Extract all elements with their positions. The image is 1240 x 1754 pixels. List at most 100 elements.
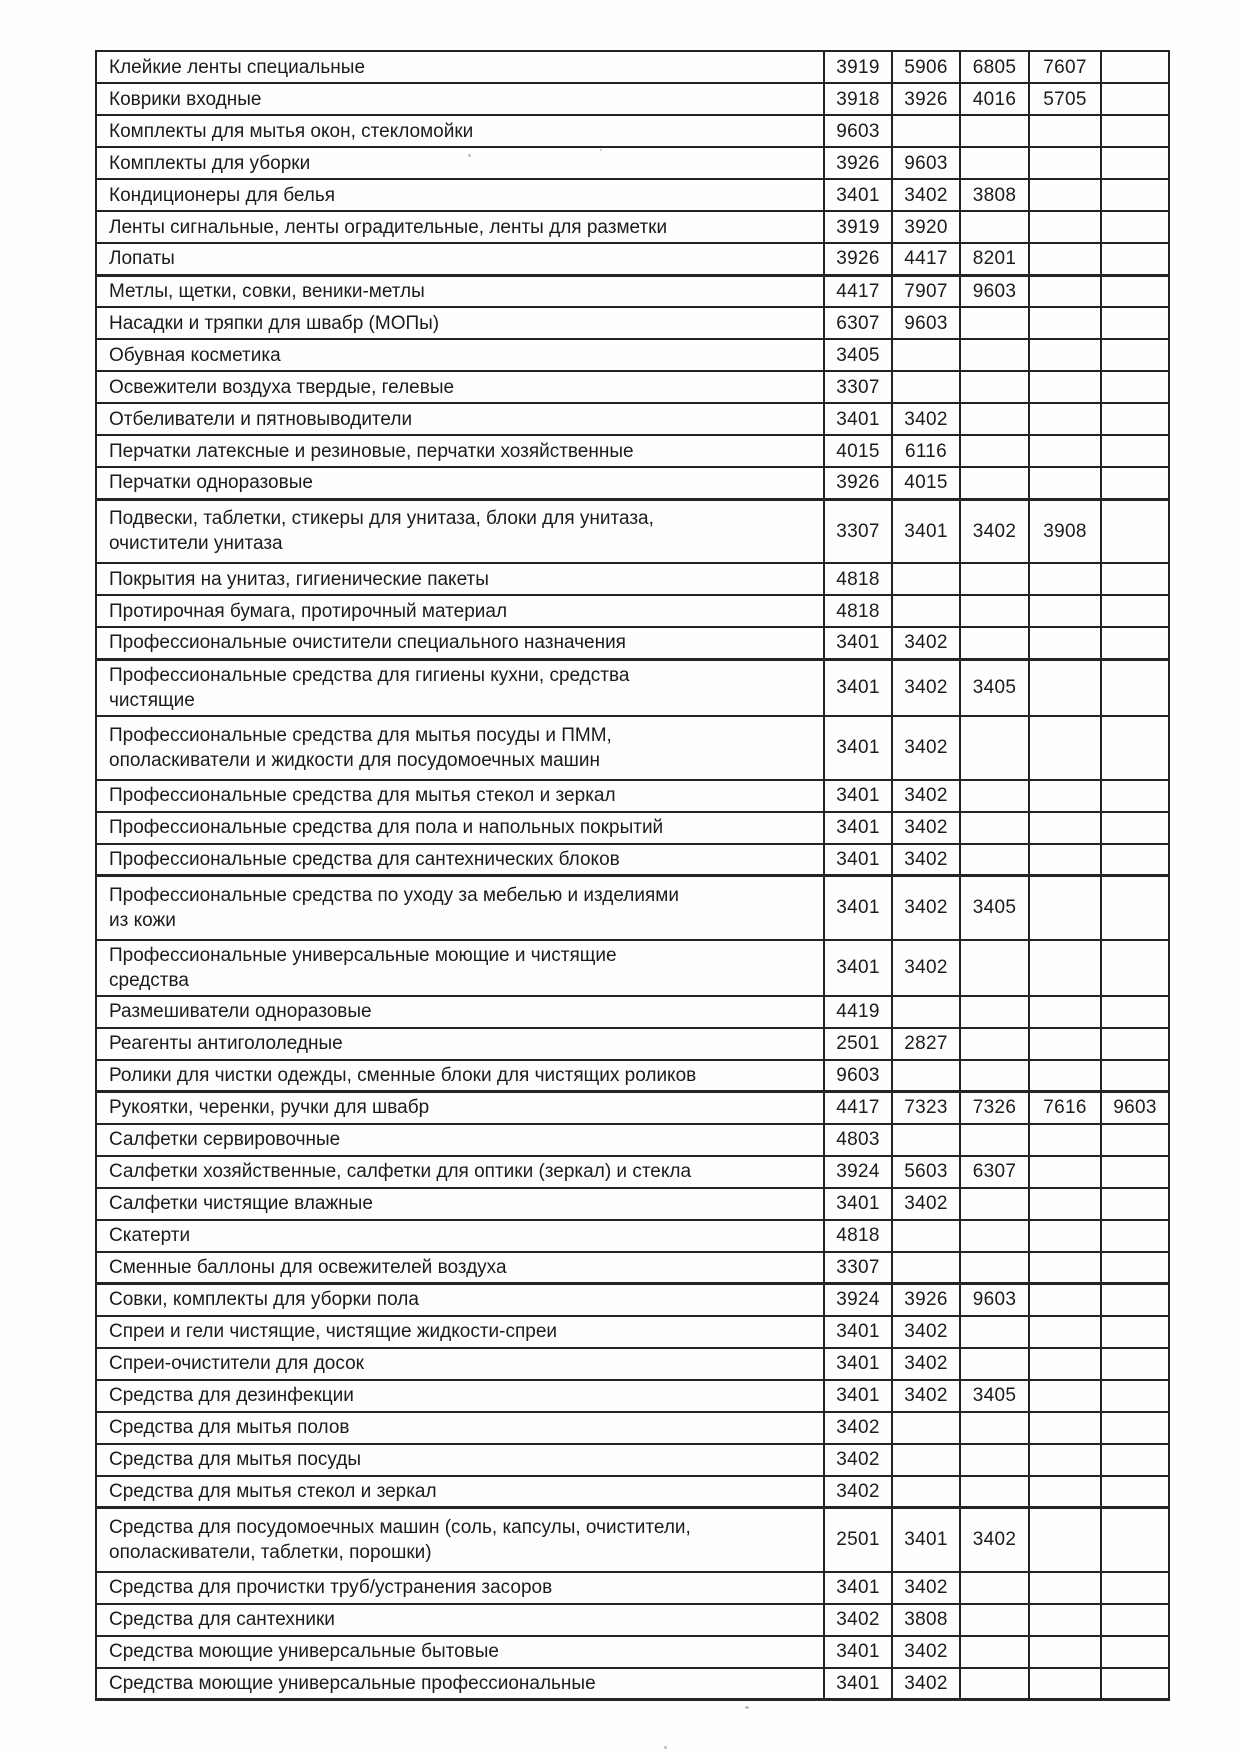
code-cell: 3402 (959, 497, 1030, 564)
table-row: Профессиональные средства для гигиены ку… (95, 657, 1170, 717)
table-row: Рукоятки, черенки, ручки для швабр 4417 … (95, 1090, 1170, 1125)
code-cell: 3402 (891, 402, 961, 436)
code-cell (1100, 1378, 1170, 1413)
code-cell (1100, 1218, 1170, 1253)
code-cell: 9603 (891, 306, 961, 340)
code-cell: 3926 (891, 1282, 961, 1317)
category-name-cell: Средства для дезинфекции (95, 1378, 825, 1413)
code-cell (1100, 938, 1170, 997)
code-cell (959, 1026, 1030, 1061)
code-cell (959, 1410, 1030, 1445)
code-cell (959, 1218, 1030, 1253)
category-name-cell: Спреи и гели чистящие, чистящие жидкости… (95, 1314, 825, 1349)
code-cell (1028, 210, 1102, 244)
code-cell: 3401 (823, 810, 893, 845)
category-name-cell: Комплекты для мытья окон, стекломойки (95, 114, 825, 148)
table-row: Средства моющие универсальные бытовые 34… (95, 1634, 1170, 1669)
code-cell (959, 1122, 1030, 1157)
category-name-cell: Профессиональные средства для сантехниче… (95, 842, 825, 877)
code-cell (891, 1250, 961, 1285)
code-cell (1028, 1218, 1102, 1253)
table-row: Подвески, таблетки, стикеры для унитаза,… (95, 497, 1170, 564)
category-name-cell: Средства для прочистки труб/устранения з… (95, 1570, 825, 1605)
code-cell (1028, 1250, 1102, 1285)
code-cell: 7607 (1028, 50, 1102, 84)
code-cell (1028, 273, 1102, 308)
code-cell (959, 594, 1030, 628)
table-row: Салфетки сервировочные 4803 (95, 1122, 1170, 1157)
code-cell: 3402 (891, 657, 961, 717)
code-cell (959, 306, 1030, 340)
code-cell: 3402 (891, 1186, 961, 1221)
category-name-cell: Метлы, щетки, совки, веники-метлы (95, 273, 825, 308)
code-cell (1100, 1250, 1170, 1285)
category-name-cell: Лопаты (95, 242, 825, 276)
code-cell: 3401 (823, 626, 893, 660)
code-cell: 3919 (823, 50, 893, 84)
code-cell (1028, 842, 1102, 877)
code-cell (891, 1474, 961, 1509)
category-name-cell: Профессиональные средства для мытья посу… (95, 714, 825, 781)
code-cell: 4818 (823, 594, 893, 628)
code-cell (1028, 370, 1102, 404)
table-row: Профессиональные очистители специального… (95, 626, 1170, 660)
code-cell: 3401 (823, 1346, 893, 1381)
code-cell: 4417 (891, 242, 961, 276)
code-cell: 3402 (891, 778, 961, 813)
category-name-cell: Коврики входные (95, 82, 825, 116)
code-cell (1100, 338, 1170, 372)
table-row: Спреи-очистители для досок 3401 3402 (95, 1346, 1170, 1381)
code-cell (1100, 178, 1170, 212)
category-name-cell: Обувная косметика (95, 338, 825, 372)
category-name-cell: Средства для мытья стекол и зеркал (95, 1474, 825, 1509)
code-cell: 9603 (1100, 1090, 1170, 1125)
category-name-cell: Подвески, таблетки, стикеры для унитаза,… (95, 497, 825, 564)
code-cell: 4803 (823, 1122, 893, 1157)
scan-speck (745, 1706, 749, 1709)
code-cell (1100, 402, 1170, 436)
code-cell (959, 338, 1030, 372)
table-row: Профессиональные средства для мытья стек… (95, 778, 1170, 813)
code-cell (1100, 466, 1170, 500)
table-row: Отбеливатели и пятновыводители 3401 3402 (95, 402, 1170, 436)
code-cell (1100, 594, 1170, 628)
code-cell (1100, 842, 1170, 877)
table-row: Средства для мытья полов 3402 (95, 1410, 1170, 1445)
code-cell: 3808 (891, 1602, 961, 1637)
scan-speck (600, 149, 602, 151)
code-cell: 7616 (1028, 1090, 1102, 1125)
table-row: Комплекты для мытья окон, стекломойки 96… (95, 114, 1170, 148)
code-cell (1028, 1666, 1102, 1701)
code-cell: 3401 (891, 497, 961, 564)
table-row: Обувная косметика 3405 (95, 338, 1170, 372)
code-cell (959, 114, 1030, 148)
code-cell (1100, 273, 1170, 308)
code-cell: 9603 (823, 1058, 893, 1093)
table-row: Спреи и гели чистящие, чистящие жидкости… (95, 1314, 1170, 1349)
category-name-cell: Средства для сантехники (95, 1602, 825, 1637)
table-row: Средства для дезинфекции 3401 3402 3405 (95, 1378, 1170, 1413)
category-name-cell: Спреи-очистители для досок (95, 1346, 825, 1381)
category-name-cell: Профессиональные очистители специального… (95, 626, 825, 660)
category-name-cell: Сменные баллоны для освежителей воздуха (95, 1250, 825, 1285)
category-name-cell: Средства моющие универсальные профессион… (95, 1666, 825, 1701)
category-name-cell: Покрытия на унитаз, гигиенические пакеты (95, 562, 825, 596)
code-cell (891, 338, 961, 372)
code-cell: 3402 (823, 1602, 893, 1637)
code-cell (891, 562, 961, 596)
table-row: Клейкие ленты специальные 3919 5906 6805… (95, 50, 1170, 84)
code-cell (1100, 1442, 1170, 1477)
code-cell (1028, 1154, 1102, 1189)
code-cell: 7907 (891, 273, 961, 308)
code-cell (1100, 306, 1170, 340)
code-cell: 3919 (823, 210, 893, 244)
code-cell: 3401 (823, 778, 893, 813)
code-cell (891, 370, 961, 404)
code-cell: 3401 (823, 714, 893, 781)
code-cell (959, 210, 1030, 244)
code-cell: 3405 (959, 657, 1030, 717)
code-cell: 3401 (823, 1634, 893, 1669)
code-cell: 6307 (959, 1154, 1030, 1189)
table-row: Средства для мытья посуды 3402 (95, 1442, 1170, 1477)
code-cell (1028, 1634, 1102, 1669)
